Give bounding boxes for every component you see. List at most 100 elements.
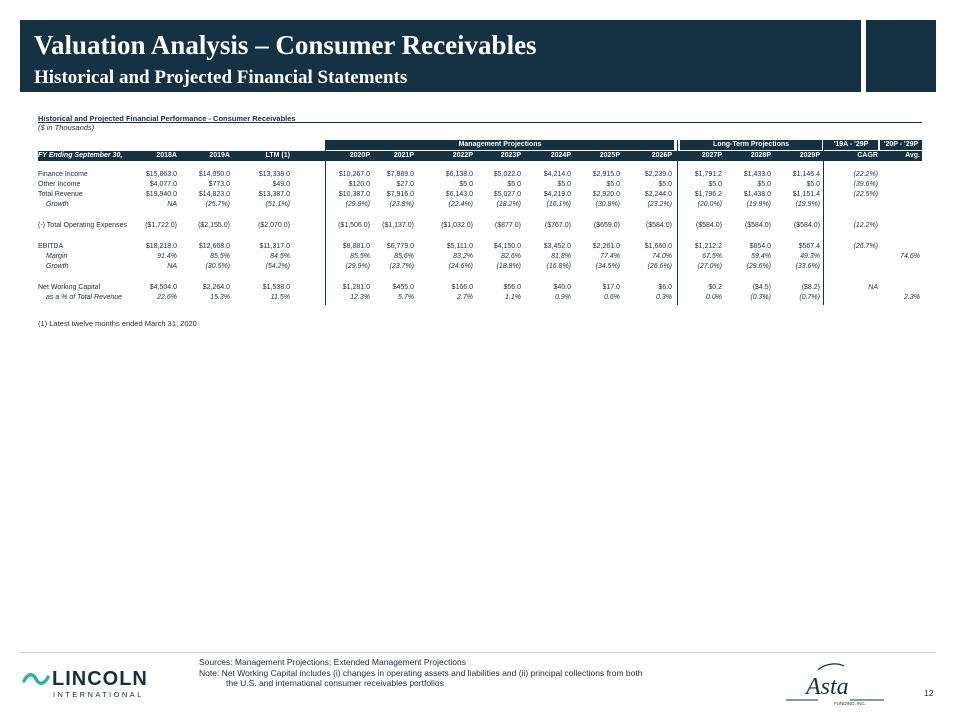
column-header: 2026P [651,152,672,159]
table-cell: 85.5% [350,253,370,260]
table-cell: $1,146.4 [792,171,820,178]
column-header: 2020P [349,152,370,159]
table-cell: $854.0 [749,243,771,250]
table-cell: $5,111.0 [446,243,473,250]
table-cell: (18.2%) [496,201,521,208]
page-subtitle: Historical and Projected Financial State… [34,67,408,88]
table-cell: 85.6% [394,253,414,260]
table-cell: (30.8%) [595,201,620,208]
table-cell: 82.6% [501,253,521,260]
table-cell: $2,264.0 [202,284,230,291]
table-cell: 83.2% [453,253,473,260]
row-label: Finance Income [38,171,88,178]
row-label: (-) Total Operating Expenses [38,222,127,229]
table-cell: 2.7% [457,294,473,301]
table-cell: (22.5%) [853,191,878,198]
table-cell: $14,823.0 [198,191,230,198]
table-cell: 85.5% [210,253,230,260]
table-cell: $11,317.0 [259,243,290,250]
table-cell: $5,027.0 [493,191,521,198]
table-cell: (19.9%) [795,201,820,208]
table-cell: (23.8%) [389,201,414,208]
column-header: 2022P [452,152,473,159]
table-cell: 2.3% [904,294,920,301]
table-cell: $5,022.0 [493,171,521,178]
table-cell: $166.0 [451,284,473,291]
sources-text: Sources: Management Projections; Extende… [199,657,466,667]
table-cell: $6,143.0 [445,191,473,198]
table-cell: NA [167,263,177,270]
column-header: LTM (1) [265,152,290,159]
row-label: EBITDA [38,243,64,250]
table-cell: 81.8% [551,253,571,260]
table-cell: (33.6%) [795,263,820,270]
table-cell: $27.0 [396,181,414,188]
table-cell: $1,433.0 [743,171,771,178]
table-cell: ($584.0) [744,222,771,229]
lincoln-logo-icon [22,673,50,685]
table-cell: (26.6%) [647,263,672,270]
table-cell: $4,150.0 [493,243,521,250]
table-cell: (24.6%) [448,263,473,270]
table-cell: $1,660.0 [644,243,672,250]
asta-logo-wordmark: Asta [804,674,849,700]
table-cell: $6.0 [658,284,672,291]
table-cell: (19.9%) [746,201,771,208]
table-units: ($ in Thousands) [38,123,95,132]
table-cell: $10,387.0 [338,191,370,198]
table-cell: 84.5% [270,253,290,260]
table-cell: $120.0 [348,181,370,188]
table-cell: 22.6% [157,294,177,301]
table-cell: 1.1% [505,294,521,301]
table-cell: $2,239.0 [644,171,672,178]
table-cell: 74.6% [900,253,920,260]
table-divider-left [325,140,326,305]
table-cell: $5.0 [806,181,820,188]
table-cell: (18.8%) [496,263,521,270]
table-cell: $15,863.0 [145,171,177,178]
table-cell: NA [167,201,177,208]
table-cell: (29.9%) [345,201,370,208]
table-cell: ($1,722.0) [145,222,177,229]
table-cell: (16.1%) [546,201,571,208]
table-cell: 0.3% [656,294,672,301]
column-header: 2025P [599,152,620,159]
table-cell: $6,779.0 [386,243,414,250]
table-cell: $5.0 [606,181,620,188]
row-label: Total Revenue [38,191,83,198]
table-cell: 74.0% [652,253,672,260]
table-cell: (30.5%) [205,263,230,270]
table-cell: 12.3% [350,294,370,301]
table-cell: (0.3%) [750,294,771,301]
table-cell: ($877.0) [494,222,521,229]
asta-logo-subtext: FUNDING, INC. [834,701,866,706]
table-cell: (54.2%) [265,263,290,270]
row-label: Growth [46,263,69,270]
table-divider-mid [677,140,678,305]
table-cell: ($1,137.0) [382,222,414,229]
table-cell: (22.2%) [853,171,878,178]
table-cell: ($659.0) [593,222,620,229]
table-cell: 11.5% [270,294,290,301]
table-cell: $13,387.0 [258,191,290,198]
table-cell: ($8.2) [801,284,820,291]
table-cell: $0.2 [708,284,722,291]
table-cell: $1,281.0 [342,284,370,291]
footer-rule [20,652,936,653]
table-cell: $3,452.0 [543,243,571,250]
table-cell: $5.0 [459,181,473,188]
table-cell: (12.2%) [853,222,878,229]
table-heading: Historical and Projected Financial Perfo… [38,114,296,123]
table-cell: (34.5%) [595,263,620,270]
page-title: Valuation Analysis – Consumer Receivable… [34,30,537,60]
heading-rule [38,122,922,123]
column-header: 2029P [799,152,820,159]
table-cell: 15.3% [210,294,230,301]
column-header: 2021P [393,152,414,159]
row-label: as a % of Total Revenue [46,294,123,301]
note-text-line1: Note: Net Working Capital includes (i) c… [199,668,643,678]
table-cell: $7,889.0 [386,171,414,178]
asta-funding-logo-icon: Asta FUNDING, INC. [786,663,884,706]
table-cell: $12,668.0 [198,243,230,250]
table-cell: $5.0 [658,181,672,188]
